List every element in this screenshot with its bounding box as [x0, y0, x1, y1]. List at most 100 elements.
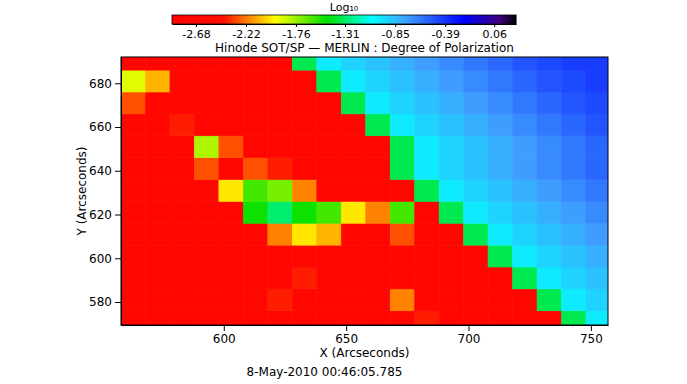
tick: 600 — [89, 252, 121, 266]
colorbar-swatch — [378, 15, 380, 24]
tick-mark — [196, 24, 197, 27]
cell — [292, 311, 316, 325]
cell — [194, 289, 218, 311]
tick-label: 680 — [89, 77, 112, 91]
colorbar-swatch — [512, 15, 514, 24]
cell — [586, 289, 608, 311]
cell — [219, 245, 243, 267]
cell — [341, 223, 365, 245]
colorbar-swatch — [354, 15, 356, 24]
cell — [219, 114, 243, 136]
tick-label: 620 — [89, 208, 112, 222]
cell — [121, 245, 145, 267]
cell — [415, 158, 439, 180]
cell — [194, 223, 218, 245]
tick-mark — [115, 258, 121, 259]
cell — [586, 114, 608, 136]
cell — [488, 114, 512, 136]
cell — [194, 311, 218, 325]
cell — [341, 180, 365, 202]
colorbar-swatch — [490, 15, 492, 24]
cell — [415, 114, 439, 136]
cell — [292, 245, 316, 267]
colorbar-swatch — [440, 15, 442, 24]
colorbar-swatch — [338, 15, 340, 24]
cell — [562, 92, 586, 114]
colorbar-swatch — [352, 15, 354, 24]
axis-line — [121, 58, 122, 326]
tick-mark — [115, 127, 121, 128]
colorbar-swatch — [210, 15, 212, 24]
cell — [415, 289, 439, 311]
cell — [415, 245, 439, 267]
y-axis-title: Y (Arcseconds) — [75, 146, 89, 236]
cell — [415, 267, 439, 289]
cell — [317, 245, 341, 267]
chart: 600650700750580600620640660680Hinode SOT… — [0, 0, 687, 384]
colorbar-swatch — [302, 15, 304, 24]
cell — [366, 311, 390, 325]
colorbar-title: Log₁₀ — [330, 1, 359, 14]
cell — [145, 201, 169, 223]
colorbar-swatch — [406, 15, 408, 24]
cell — [586, 136, 608, 158]
colorbar-swatch — [284, 15, 286, 24]
colorbar-swatch — [370, 15, 372, 24]
colorbar-swatch — [226, 15, 228, 24]
cell — [268, 289, 292, 311]
tick-label: -0.85 — [381, 28, 409, 41]
cell — [513, 158, 537, 180]
colorbar-swatch — [376, 15, 378, 24]
colorbar-swatch — [228, 15, 230, 24]
cell — [439, 201, 463, 223]
colorbar-swatch — [448, 15, 450, 24]
cell — [390, 311, 414, 325]
cell — [341, 245, 365, 267]
cell — [145, 245, 169, 267]
colorbar-swatch — [488, 15, 490, 24]
cell — [145, 92, 169, 114]
cell — [317, 57, 341, 70]
tick: -1.31 — [331, 24, 359, 41]
cell — [219, 158, 243, 180]
colorbar-swatch — [266, 15, 268, 24]
cell — [439, 289, 463, 311]
cell — [121, 57, 145, 70]
colorbar-swatch — [304, 15, 306, 24]
colorbar-swatch — [502, 15, 504, 24]
cell — [488, 311, 512, 325]
cell — [586, 70, 608, 92]
cell — [513, 289, 537, 311]
tick-mark — [115, 302, 121, 303]
cell — [537, 70, 561, 92]
cell — [366, 114, 390, 136]
colorbar-swatch — [262, 15, 264, 24]
cell — [292, 70, 316, 92]
cell — [268, 223, 292, 245]
colorbar-swatch — [404, 15, 406, 24]
cell — [341, 114, 365, 136]
colorbar-swatch — [314, 15, 316, 24]
cell — [488, 92, 512, 114]
cell — [439, 114, 463, 136]
colorbar-swatch — [492, 15, 494, 24]
cell — [390, 289, 414, 311]
colorbar-swatch — [364, 15, 366, 24]
tick-mark — [445, 24, 446, 27]
cell — [145, 70, 169, 92]
colorbar-swatch — [328, 15, 330, 24]
cell — [145, 158, 169, 180]
cell — [488, 223, 512, 245]
colorbar-swatch — [218, 15, 220, 24]
cell — [194, 114, 218, 136]
colorbar — [172, 15, 516, 24]
cell — [488, 245, 512, 267]
colorbar-swatch — [480, 15, 482, 24]
colorbar-swatch — [246, 15, 248, 24]
cell — [243, 158, 267, 180]
cell — [219, 289, 243, 311]
cell — [317, 289, 341, 311]
cell — [513, 57, 537, 70]
colorbar-swatch — [324, 15, 326, 24]
colorbar-swatch — [506, 15, 508, 24]
